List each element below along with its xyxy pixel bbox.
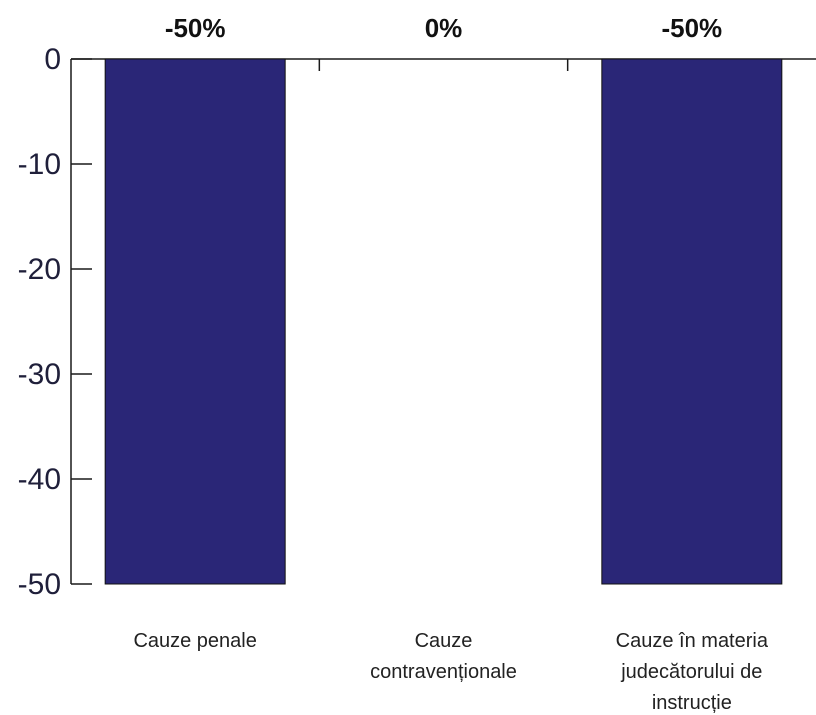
y-tick-label: -40 [18, 463, 61, 496]
category-label: judecătorului de [620, 661, 762, 683]
category-labels: Cauze penale Cauze contravenționale Cauze î… [133, 630, 768, 714]
y-tick-label: -30 [18, 358, 61, 391]
category-label: Cauze în materia [616, 630, 769, 652]
bars [104, 58, 783, 585]
y-tick-label: -50 [18, 568, 61, 601]
data-label: 0% [425, 13, 463, 43]
category-label: Cauze penale [133, 630, 256, 652]
bar [601, 58, 783, 585]
category-label: contravenționale [370, 661, 517, 683]
y-tick-label: 0 [44, 43, 61, 76]
category-label: Cauze [415, 630, 473, 652]
bar [104, 58, 286, 585]
data-label: -50% [661, 13, 722, 43]
y-tick-label: -10 [18, 148, 61, 181]
data-label: -50% [165, 13, 226, 43]
value-labels: -50% 0% -50% [165, 13, 722, 43]
y-tick-label: -20 [18, 253, 61, 286]
category-label: instrucție [652, 692, 732, 714]
